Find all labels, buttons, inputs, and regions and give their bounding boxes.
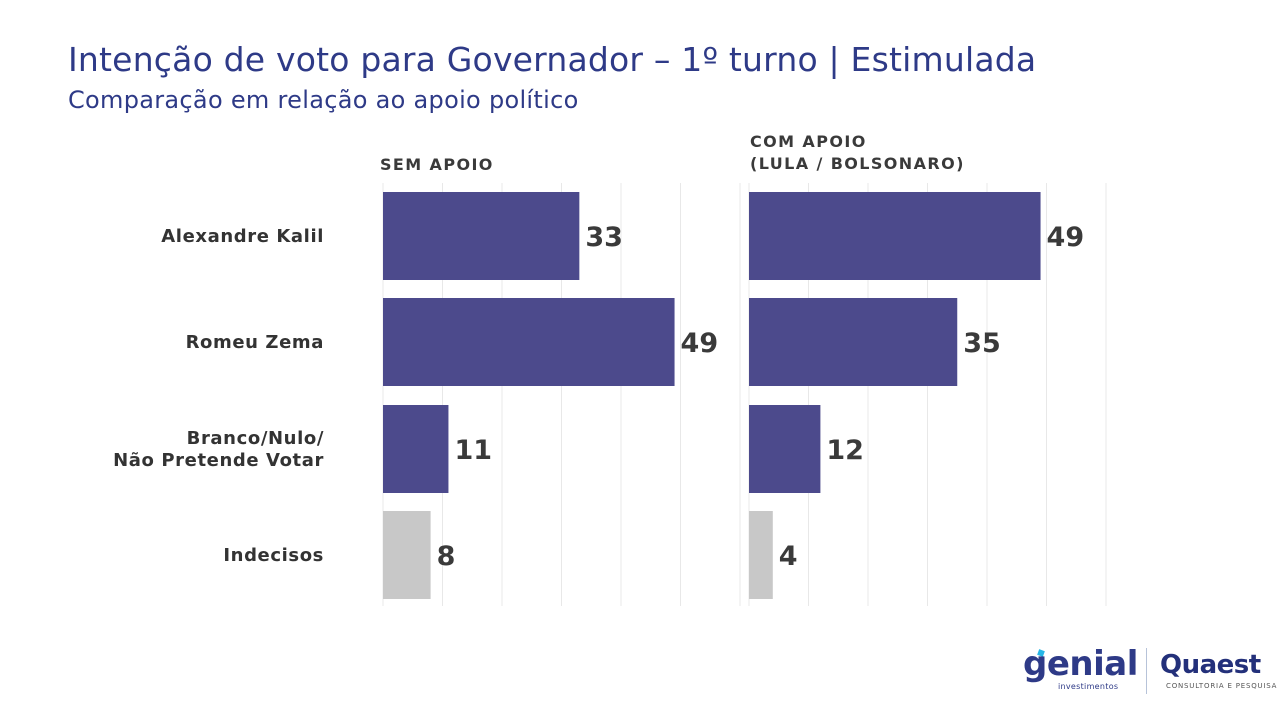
value-label-0-3: 8	[437, 541, 456, 572]
bar-0-2	[383, 405, 449, 493]
value-label-0-2: 11	[454, 435, 492, 466]
logo-divider	[1146, 648, 1147, 694]
panel-header-com-apoio: COM APOIO (LULA / BOLSONARO)	[750, 132, 965, 173]
bar-0-0	[383, 192, 580, 280]
category-label-3: Indecisos	[223, 545, 324, 566]
chart-title: Intenção de voto para Governador – 1º tu…	[68, 40, 1037, 79]
quaest-tagline: CONSULTORIA E PESQUISA	[1166, 682, 1278, 690]
category-label-1: Romeu Zema	[186, 332, 324, 353]
bar-0-3	[383, 511, 431, 599]
panel-header-sem-apoio: SEM APOIO	[380, 155, 494, 174]
quaest-logo: Quaest	[1160, 650, 1261, 680]
genial-tagline: investimentos	[1058, 682, 1119, 691]
category-label-0: Alexandre Kalil	[161, 226, 324, 247]
value-label-1-0: 49	[1047, 222, 1085, 253]
bar-1-2	[749, 405, 821, 493]
bar-1-1	[749, 298, 958, 386]
genial-logo: genial	[1023, 644, 1138, 684]
chart-subtitle: Comparação em relação ao apoio político	[68, 86, 579, 114]
bar-1-0	[749, 192, 1041, 280]
value-label-1-1: 35	[963, 328, 1001, 359]
bar-1-3	[749, 511, 773, 599]
value-label-0-1: 49	[681, 328, 719, 359]
bar-0-1	[383, 298, 675, 386]
value-label-1-2: 12	[826, 435, 864, 466]
value-label-1-3: 4	[779, 541, 798, 572]
category-label-2: Branco/Nulo/Não Pretende Votar	[113, 428, 324, 471]
value-label-0-0: 33	[585, 222, 623, 253]
logos: genial investimentos Quaest CONSULTORIA …	[1020, 644, 1276, 698]
